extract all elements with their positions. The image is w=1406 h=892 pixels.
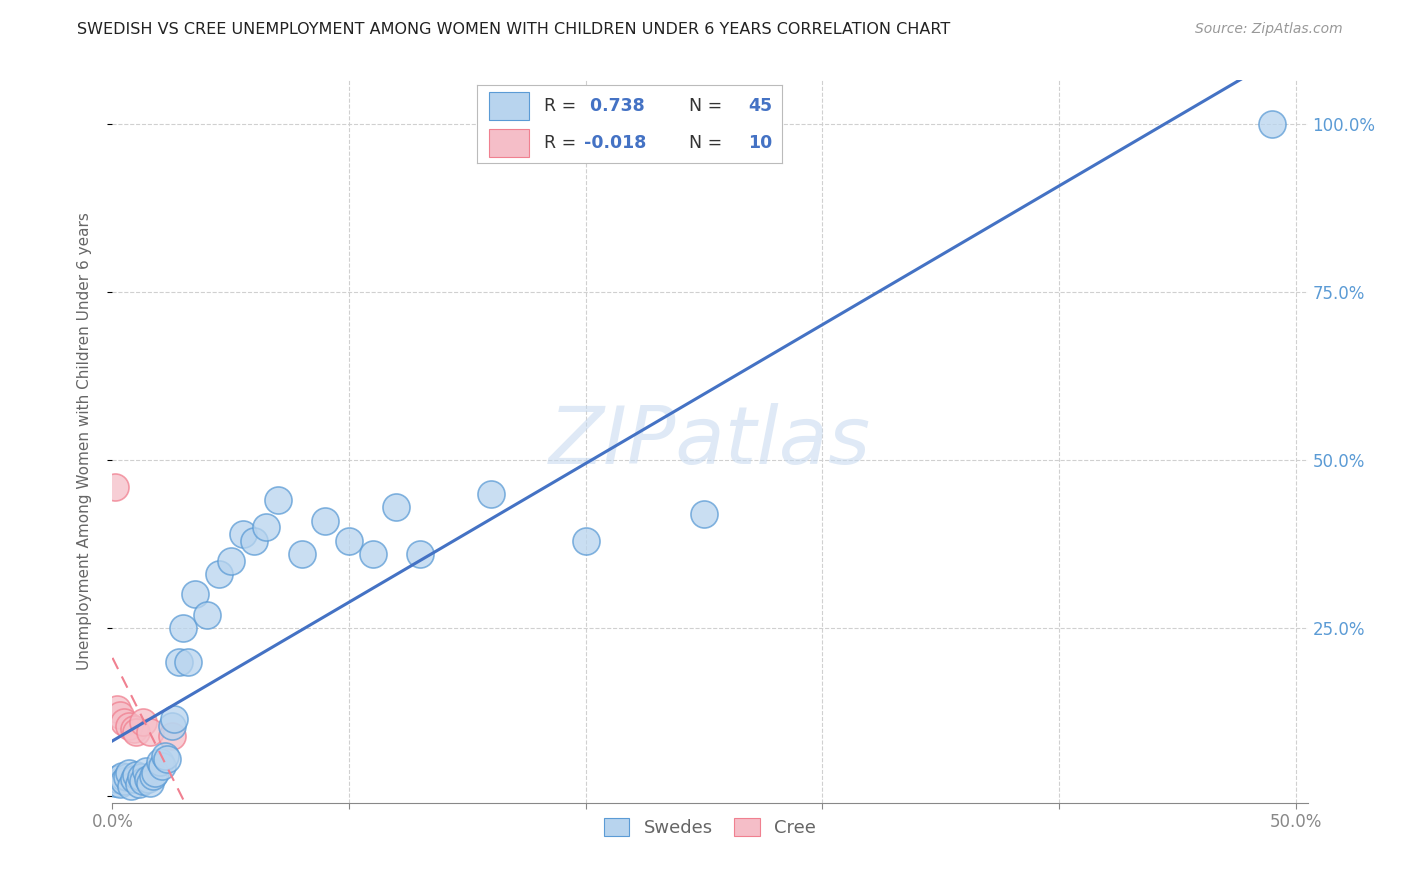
Point [172,621,194,635]
Point [149,756,172,770]
Point [575,533,598,548]
Point [385,500,408,514]
Point [232,527,254,541]
Point [136,772,159,787]
Point [208,567,231,582]
Text: Source: ZipAtlas.com: Source: ZipAtlas.com [1195,22,1343,37]
Point [115,770,138,784]
Point [1261,117,1284,131]
Point [243,533,266,548]
Point [132,774,155,789]
Point [118,718,141,732]
Point [693,507,716,521]
Point [120,779,142,793]
Point [139,775,162,789]
Point [104,775,127,789]
Point [361,547,384,561]
Point [108,708,131,723]
Point [156,752,179,766]
Point [132,715,155,730]
Point [112,715,135,730]
Point [291,547,314,561]
Point [128,777,150,791]
Point [219,554,242,568]
Point [135,764,157,778]
Point [195,607,218,622]
Point [409,547,432,561]
Point [122,722,145,736]
Point [254,520,277,534]
Point [163,712,186,726]
Point [142,769,165,783]
Point [129,770,152,784]
Point [267,493,290,508]
Point [125,767,148,781]
Point [118,765,141,780]
Point [111,769,134,783]
Point [108,777,131,791]
Point [122,772,145,787]
Point [153,748,176,763]
Point [105,772,128,787]
Point [314,514,336,528]
Point [143,765,166,780]
Y-axis label: Unemployment Among Women with Children Under 6 years: Unemployment Among Women with Children U… [77,212,91,671]
Point [160,718,183,732]
Point [104,480,127,494]
Point [139,725,162,739]
Point [125,725,148,739]
Point [184,587,207,601]
Point [479,486,502,500]
Point [112,774,135,789]
Point [177,655,200,669]
Point [167,655,190,669]
Text: SWEDISH VS CREE UNEMPLOYMENT AMONG WOMEN WITH CHILDREN UNDER 6 YEARS CORRELATION: SWEDISH VS CREE UNEMPLOYMENT AMONG WOMEN… [77,22,950,37]
Legend: Swedes, Cree: Swedes, Cree [596,811,824,845]
Point [160,729,183,743]
Text: ZIPatlas: ZIPatlas [548,402,872,481]
Point [105,702,128,716]
Point [337,533,360,548]
Point [150,759,173,773]
